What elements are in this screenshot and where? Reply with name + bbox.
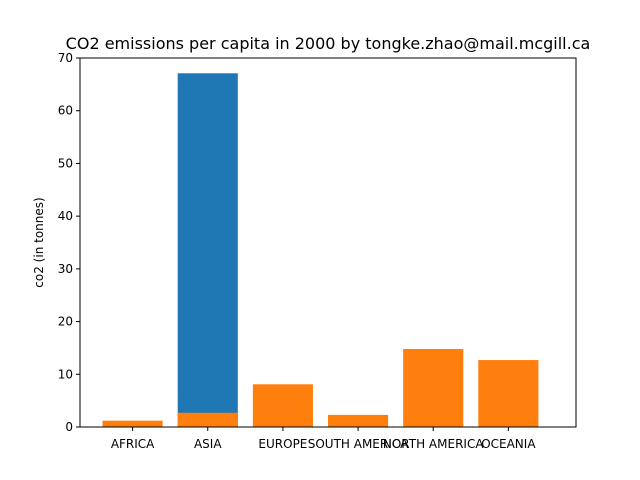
y-tick-label: 60	[58, 104, 73, 118]
bar-series1-asia	[177, 73, 238, 427]
y-tick-label: 10	[58, 367, 73, 381]
x-tick-label: NORTH AMERICA	[383, 437, 484, 451]
y-axis-label: co2 (in tonnes)	[32, 197, 46, 287]
bar-series2-africa	[102, 420, 163, 427]
bar-series2-north-america	[403, 348, 464, 427]
bar-series2-oceania	[478, 360, 539, 427]
y-axis: 0 10 20 30 40 50 60 70	[58, 51, 80, 434]
y-tick-label: 50	[58, 156, 73, 170]
bars	[102, 73, 539, 427]
bar-series2-asia	[177, 412, 238, 427]
bar-series2-south-america	[328, 414, 389, 427]
bar-series2-europe	[252, 384, 313, 427]
x-tick-label: ASIA	[194, 437, 222, 451]
y-tick-label: 0	[65, 420, 73, 434]
y-tick-label: 40	[58, 209, 73, 223]
y-tick-label: 30	[58, 262, 73, 276]
chart-title: CO2 emissions per capita in 2000 by tong…	[66, 34, 591, 53]
x-tick-label: OCEANIA	[481, 437, 536, 451]
plot-frame	[79, 57, 577, 428]
y-tick-label: 70	[58, 51, 73, 65]
x-tick-label: EUROPE	[258, 437, 307, 451]
x-tick-label: SOUTH AMERICA	[308, 437, 409, 451]
y-tick-label: 20	[58, 315, 73, 329]
x-tick-label: AFRICA	[111, 437, 155, 451]
